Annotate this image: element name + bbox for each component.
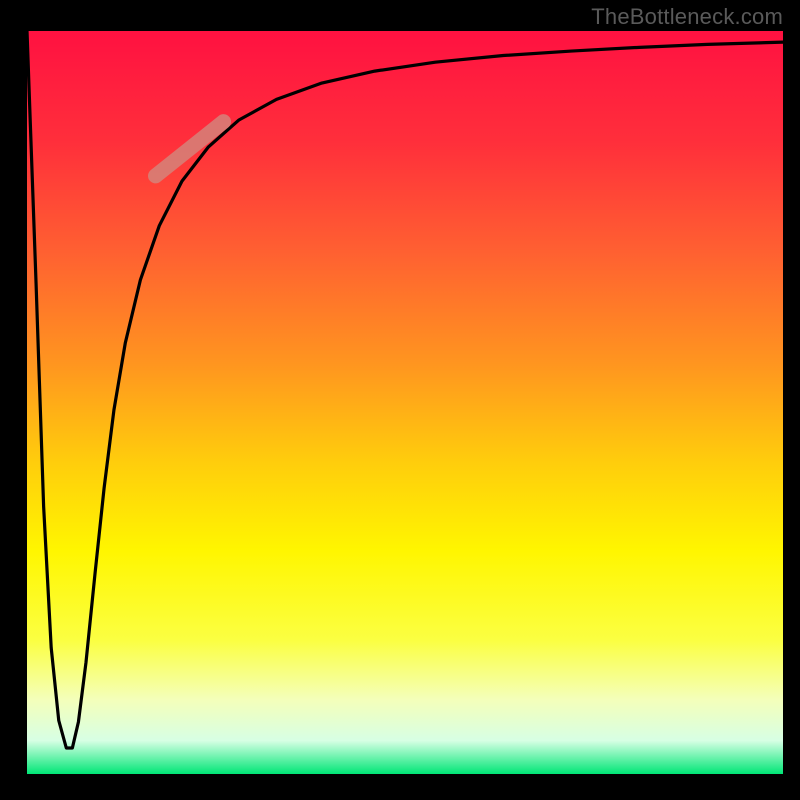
plot-area	[27, 31, 783, 774]
curve-layer	[27, 31, 783, 774]
bottleneck-curve	[27, 31, 783, 748]
chart-container: TheBottleneck.com	[0, 0, 800, 800]
watermark-text: TheBottleneck.com	[591, 4, 783, 30]
highlight-segment	[156, 122, 224, 176]
